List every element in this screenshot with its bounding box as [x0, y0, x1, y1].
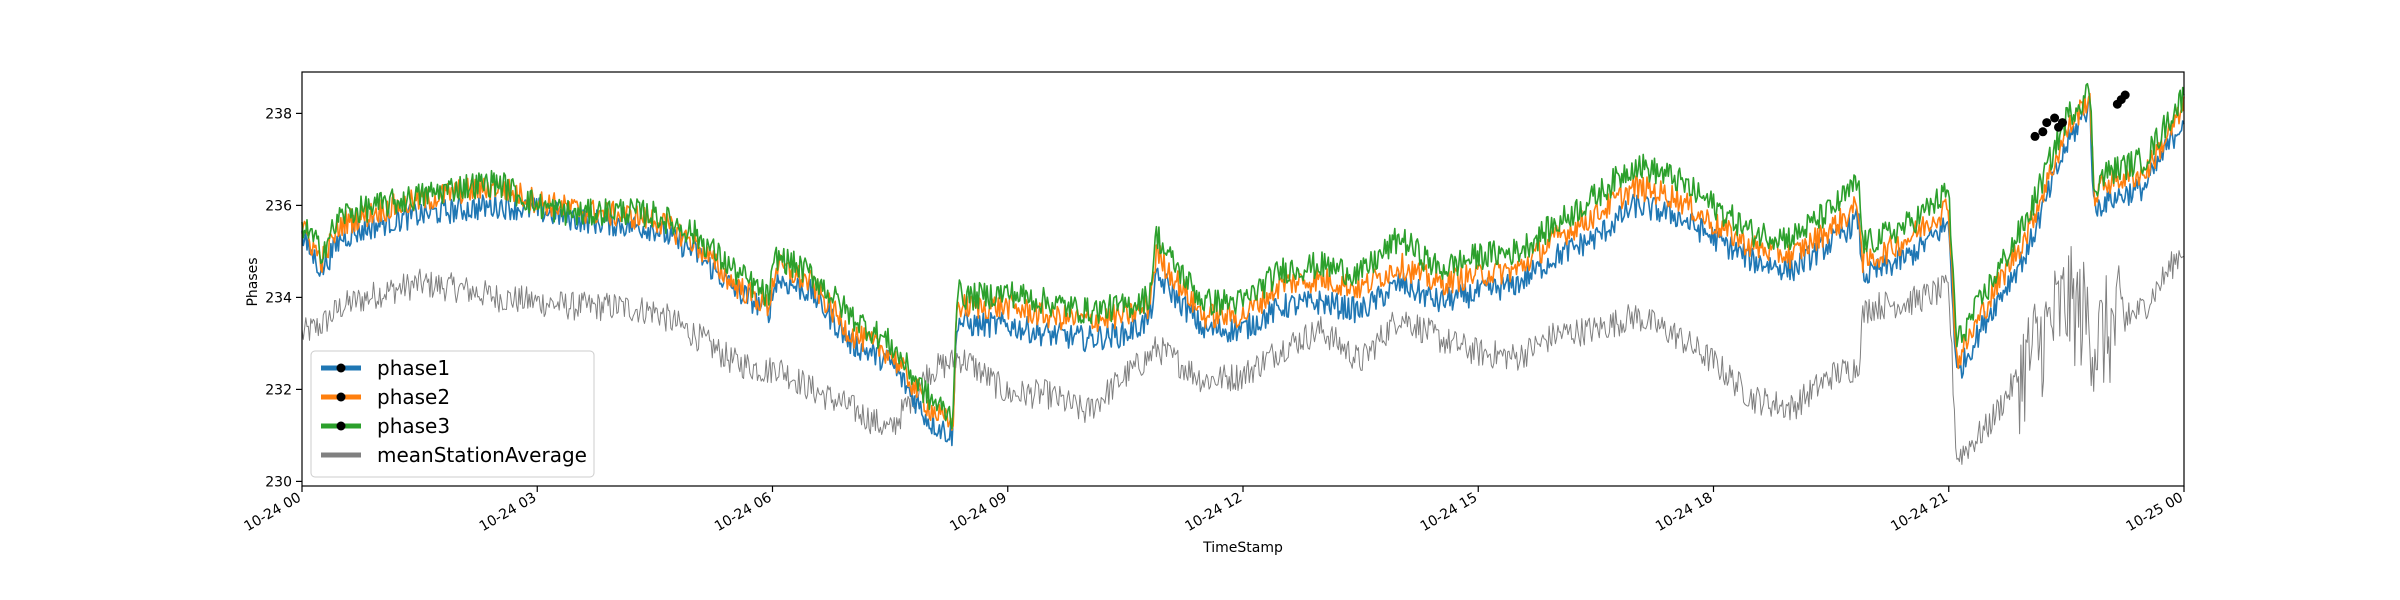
legend-label-phase1: phase1 — [377, 356, 450, 380]
legend-label-phase2: phase2 — [377, 385, 450, 409]
y-tick-label-238: 238 — [265, 106, 292, 122]
marker-phase2-2 — [2120, 90, 2130, 100]
y-axis-label: Phases — [245, 257, 261, 306]
plot-area — [301, 82, 2185, 465]
legend-label-phase3: phase3 — [377, 414, 450, 438]
y-tick-label-236: 236 — [265, 198, 292, 214]
series-line-phase3 — [301, 82, 2185, 430]
y-tick-label-234: 234 — [265, 290, 292, 306]
series-line-meanStationAverage — [301, 246, 2185, 465]
legend-marker-phase1 — [336, 363, 346, 373]
marker-phase3-1 — [2057, 118, 2067, 128]
marker-phase1-1 — [2050, 113, 2060, 123]
series-line-phase1 — [301, 98, 2185, 447]
marker-phase3-0 — [2038, 127, 2048, 137]
marker-phase1-0 — [2030, 131, 2040, 141]
x-axis-label: TimeStamp — [1202, 540, 1283, 556]
legend: phase1 phase2 phase3 meanStationAverage — [310, 350, 595, 478]
marker-phase3-2 — [2112, 99, 2122, 109]
y-tick-label-232: 232 — [265, 382, 292, 398]
legend-marker-phase3 — [336, 421, 346, 431]
legend-label-meanStationAverage: meanStationAverage — [377, 443, 587, 467]
y-tick-label-230: 230 — [265, 474, 292, 490]
legend-box — [310, 350, 595, 478]
marker-phase2-0 — [2042, 118, 2052, 128]
legend-marker-phase2 — [336, 392, 346, 402]
